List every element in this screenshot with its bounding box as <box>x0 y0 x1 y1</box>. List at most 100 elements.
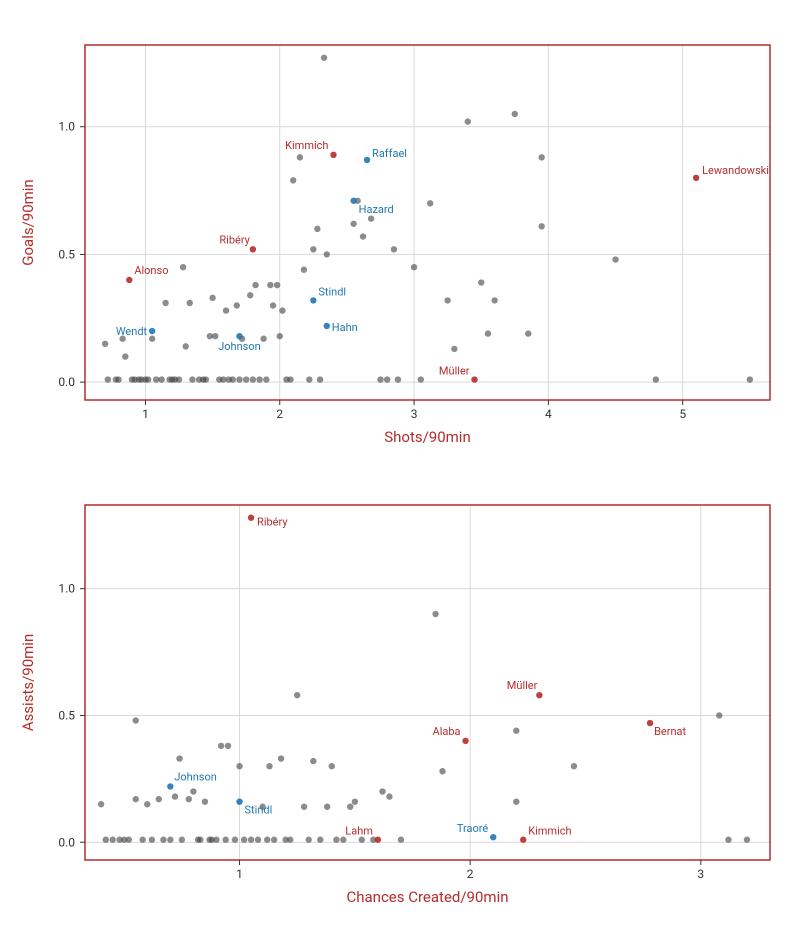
scatter-point <box>384 376 390 382</box>
highlight-point <box>375 837 381 843</box>
point-label: Ribéry <box>219 233 250 246</box>
scatter-point <box>144 801 150 807</box>
figure-svg: Alonso Wendt Johnson Ribéry Stindl Hahn Kimmic… <box>0 0 800 941</box>
scatter-point <box>379 788 385 794</box>
scatter-point <box>386 793 392 799</box>
scatter-point <box>352 798 358 804</box>
highlight-point <box>324 323 330 329</box>
point-label: Kimmich <box>285 139 328 152</box>
highlight-point <box>310 297 316 303</box>
y-tick-label: 1.0 <box>58 582 75 596</box>
x-axis-label: Shots/90min <box>384 428 471 446</box>
scatter-point <box>716 712 722 718</box>
scatter-point <box>744 837 750 843</box>
scatter-point <box>250 376 256 382</box>
scatter-point <box>190 788 196 794</box>
scatter-point <box>176 755 182 761</box>
point-label: Alonso <box>134 264 168 277</box>
scatter-point <box>180 264 186 270</box>
scatter-point <box>223 307 229 313</box>
scatter-point <box>538 223 544 229</box>
scatter-point <box>172 793 178 799</box>
scatter-point <box>278 755 284 761</box>
scatter-point <box>301 267 307 273</box>
scatter-point <box>232 837 238 843</box>
scatter-point <box>317 837 323 843</box>
scatter-point <box>432 611 438 617</box>
scatter-point <box>156 796 162 802</box>
scatter-point <box>263 376 269 382</box>
scatter-point <box>287 376 293 382</box>
scatter-point <box>264 837 270 843</box>
scatter-point <box>162 300 168 306</box>
highlight-point <box>248 514 254 520</box>
scatter-point <box>513 727 519 733</box>
point-label: Stindl <box>245 804 273 817</box>
scatter-point <box>209 295 215 301</box>
scatter-point <box>465 118 471 124</box>
scatter-point <box>439 768 445 774</box>
point-label: Hazard <box>359 203 394 216</box>
scatter-point <box>236 763 242 769</box>
scatter-point <box>290 177 296 183</box>
scatter-point <box>234 302 240 308</box>
scatter-point <box>725 837 731 843</box>
scatter-point <box>333 837 339 843</box>
point-label: Bernat <box>654 725 686 738</box>
scatter-point <box>347 804 353 810</box>
scatter-point <box>243 376 249 382</box>
x-tick-label: 1 <box>142 407 149 421</box>
point-label: Lewandowski <box>702 164 769 177</box>
highlight-point <box>364 157 370 163</box>
scatter-point <box>512 111 518 117</box>
highlight-point <box>462 738 468 744</box>
highlight-point <box>126 277 132 283</box>
scatter-point <box>418 376 424 382</box>
scatter-point <box>202 798 208 804</box>
scatter-point <box>398 837 404 843</box>
y-axis-label: Goals/90min <box>19 179 37 265</box>
scatter-point <box>538 154 544 160</box>
scatter-point <box>189 376 195 382</box>
scatter-point <box>478 279 484 285</box>
scatter-point <box>179 837 185 843</box>
scatter-point <box>236 376 242 382</box>
highlight-point <box>520 837 526 843</box>
highlight-point <box>350 198 356 204</box>
scatter-point <box>411 264 417 270</box>
scatter-point <box>350 221 356 227</box>
scatter-point <box>109 837 115 843</box>
point-label: Wendt <box>116 325 148 338</box>
scatter-point <box>491 297 497 303</box>
x-tick-label: 4 <box>545 407 552 421</box>
point-label: Hahn <box>332 321 358 334</box>
scatter-point <box>612 256 618 262</box>
point-label: Müller <box>507 679 538 692</box>
scatter-point <box>329 763 335 769</box>
highlight-point <box>149 328 155 334</box>
highlight-point <box>693 175 699 181</box>
scatter-point <box>203 376 209 382</box>
scatter-point <box>306 376 312 382</box>
scatter-point <box>314 226 320 232</box>
scatter-point <box>145 376 151 382</box>
scatter-point <box>158 376 164 382</box>
scatter-point <box>747 376 753 382</box>
highlight-point <box>236 333 242 339</box>
scatter-point <box>230 376 236 382</box>
scatter-point <box>115 376 121 382</box>
point-label: Lahm <box>345 825 373 838</box>
scatter-point <box>324 251 330 257</box>
scatter-point <box>126 837 132 843</box>
scatter-point <box>391 246 397 252</box>
scatter-point <box>270 302 276 308</box>
scatter-point <box>274 282 280 288</box>
y-tick-label: 0.5 <box>58 247 75 261</box>
point-label: Johnson <box>174 770 217 783</box>
scatter-point <box>218 743 224 749</box>
scatter-point <box>105 376 111 382</box>
scatter-point <box>241 837 247 843</box>
panel-border <box>85 505 770 860</box>
scatter-point <box>287 837 293 843</box>
scatter-point <box>186 796 192 802</box>
